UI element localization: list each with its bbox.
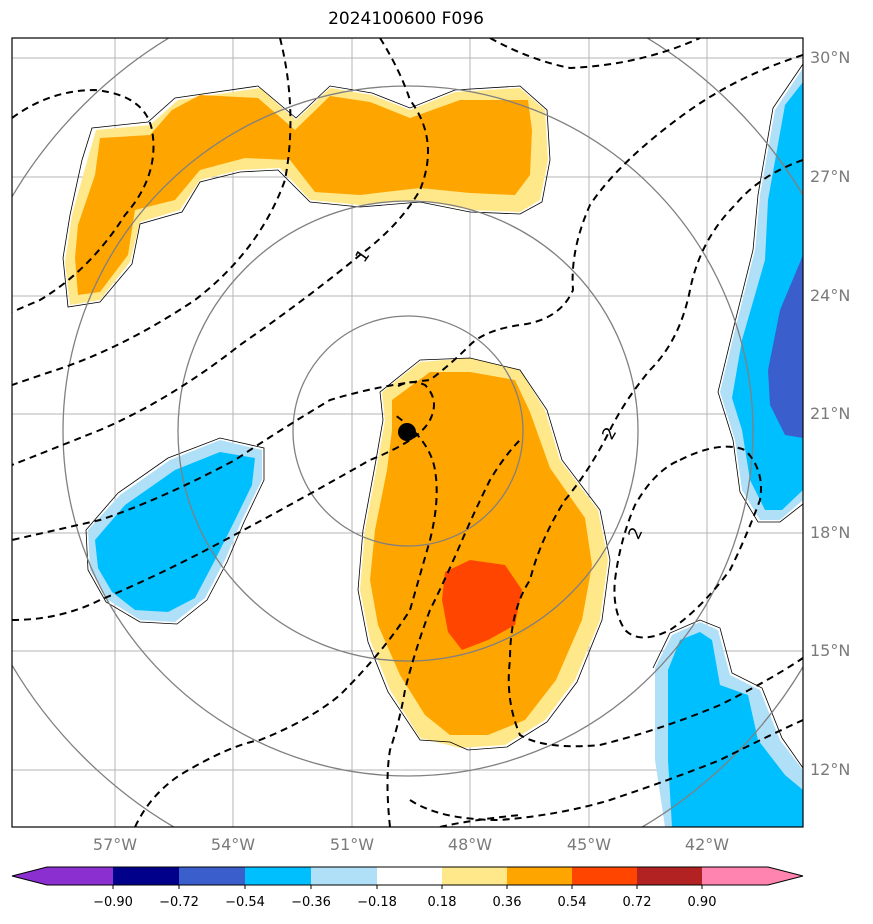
negative-anomaly-west [85, 437, 265, 625]
longitude-label: 42°W [684, 835, 730, 854]
longitude-label: 45°W [566, 835, 612, 854]
longitude-label: 51°W [329, 835, 375, 854]
negative-anomaly-southeast [652, 619, 803, 827]
colorbar-tick-label: 0.90 [687, 895, 717, 910]
latitude-label: 15°N [810, 641, 851, 660]
colorbar-segment [113, 867, 179, 885]
latitude-label: 12°N [810, 760, 851, 779]
colorbar-tick-label: 0.18 [427, 895, 457, 910]
colorbar-segment [637, 867, 702, 885]
colorbar-tick-label: −0.18 [357, 895, 397, 910]
colorbar-tick-label: −0.36 [291, 895, 331, 910]
storm-center-marker [398, 423, 416, 441]
latitude-label: 18°N [810, 523, 851, 542]
latitude-label: 27°N [810, 167, 851, 186]
colorbar-extend-high [768, 867, 803, 885]
colorbar-segment [179, 867, 245, 885]
colorbar-segment [377, 867, 442, 885]
colorbar-tick-label: 0.36 [492, 895, 522, 910]
latitude-label: 21°N [810, 404, 851, 423]
colorbar-tick-label: 0.54 [557, 895, 587, 910]
colorbar-segment [507, 867, 572, 885]
colorbar-segment [442, 867, 507, 885]
colorbar-tick-label: −0.90 [93, 895, 133, 910]
contour-label: 2 [599, 424, 622, 443]
colorbar-tick-label: 0.72 [622, 895, 652, 910]
contour-label: 2 [625, 524, 648, 542]
colorbar-tick-label: −0.72 [159, 895, 199, 910]
longitude-label: 54°W [210, 835, 256, 854]
contour-label: 1 [352, 246, 375, 266]
range-rings [12, 38, 803, 827]
longitude-label: 57°W [92, 835, 138, 854]
positive-anomaly-north [62, 85, 551, 308]
map-title: 2024100600 F096 [328, 9, 484, 29]
colorbar [11, 866, 804, 889]
positive-anomaly-center [357, 357, 611, 751]
colorbar-extend-low [12, 867, 47, 885]
colorbar-segment [311, 867, 377, 885]
latitude-label: 24°N [810, 286, 851, 305]
latitude-label: 30°N [810, 48, 851, 67]
map-frame [11, 37, 804, 828]
dashed-contours [12, 38, 803, 827]
colorbar-segment [47, 867, 113, 885]
colorbar-segment [702, 867, 768, 885]
colorbar-tick-label: −0.54 [225, 895, 265, 910]
colorbar-segment [572, 867, 637, 885]
colorbar-segment [245, 867, 311, 885]
negative-anomaly-east [717, 63, 803, 523]
longitude-label: 48°W [447, 835, 493, 854]
